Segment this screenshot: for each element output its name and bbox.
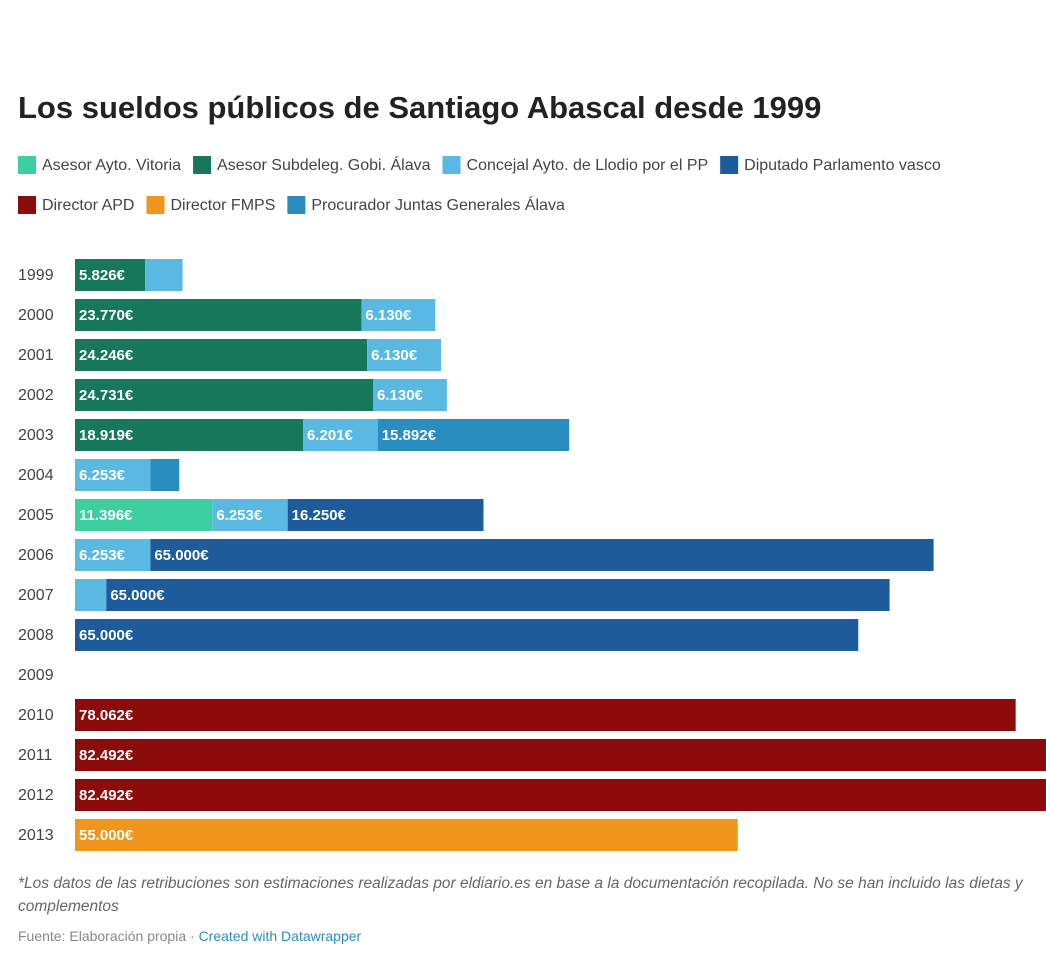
value-label: 65.000€ [154, 547, 209, 564]
bar-segment [373, 379, 447, 411]
value-label: 65.000€ [110, 587, 165, 604]
bar-segment [75, 499, 213, 531]
y-tick-label: 2007 [18, 587, 54, 604]
note: *Los datos de las retribuciones son esti… [18, 875, 1023, 915]
bar-segment [75, 699, 1016, 731]
y-tick-label: 2012 [18, 787, 54, 804]
bar-segment [75, 459, 151, 491]
value-label: 82.492€ [79, 787, 134, 804]
value-label: 6.201€ [307, 427, 354, 444]
value-label: 82.492€ [79, 747, 134, 764]
credit[interactable]: Created with Datawrapper [198, 928, 362, 944]
legend-swatch [442, 156, 461, 174]
bar-segment [287, 499, 484, 531]
bar-segment [75, 619, 859, 651]
value-label: 78.062€ [79, 707, 134, 724]
bar-segment [377, 419, 570, 451]
value-label: 16.250€ [292, 507, 347, 524]
y-tick-label: 2013 [18, 827, 54, 844]
y-tick-label: 2006 [18, 547, 54, 564]
value-label: 6.253€ [79, 547, 126, 564]
legend-label: Diputado Parlamento vasco [744, 157, 941, 174]
legend-swatch [18, 156, 36, 174]
bar-segment [75, 299, 362, 331]
bar-segment [367, 339, 442, 371]
y-tick-label: 2005 [18, 507, 54, 524]
value-label: 15.892€ [382, 427, 437, 444]
y-tick-label: 2003 [18, 427, 54, 444]
bar-segment [75, 379, 374, 411]
bar-segment [75, 539, 151, 571]
legend-label: Procurador Juntas Generales Álava [311, 195, 565, 214]
y-tick-label: 2000 [18, 307, 54, 324]
legend-swatch [193, 156, 212, 174]
legend-label: Concejal Ayto. de Llodio por el PP [467, 157, 709, 174]
value-label: 6.253€ [216, 507, 263, 524]
legend-swatch [18, 196, 36, 214]
y-tick-label: 2010 [18, 707, 54, 724]
chart-title: Los sueldos públicos de Santiago Abascal… [18, 90, 821, 125]
legend-swatch [146, 196, 165, 214]
y-tick-label: 2008 [18, 627, 54, 644]
y-tick-label: 2011 [18, 747, 53, 764]
legend-label: Asesor Subdeleg. Gobi. Álava [217, 155, 431, 174]
source: Fuente: Elaboración propia · [18, 928, 195, 944]
y-tick-label: 2002 [18, 387, 54, 404]
y-tick-label: 2004 [18, 467, 54, 484]
legend-swatch [287, 196, 306, 214]
value-label: 18.919€ [79, 427, 134, 444]
value-label: 24.731€ [79, 387, 134, 404]
value-label: 6.130€ [371, 347, 418, 364]
value-label: 6.130€ [365, 307, 412, 324]
source-line: Fuente: Elaboración propia · Created wit… [18, 928, 361, 944]
bar-segment [212, 499, 288, 531]
y-tick-label: 2009 [18, 667, 54, 684]
bar-segment [302, 419, 378, 451]
value-label: 11.396€ [79, 507, 133, 524]
value-label: 5.826€ [79, 267, 126, 284]
y-tick-label: 1999 [18, 267, 54, 284]
bar-segment [75, 419, 303, 451]
bar-segment [150, 459, 180, 491]
legend-label: Asesor Ayto. Vitoria [42, 157, 181, 174]
bar-segment [145, 259, 183, 291]
value-label: 24.246€ [79, 347, 134, 364]
value-label: 55.000€ [79, 827, 134, 844]
bar-segment [75, 579, 107, 611]
bar-segment [150, 539, 934, 571]
value-label: 6.253€ [79, 467, 126, 484]
bar-segment [75, 779, 1046, 811]
bar-segment [75, 259, 146, 291]
bar-segment [75, 819, 738, 851]
bar-segment [75, 739, 1046, 771]
bar-segment [361, 299, 436, 331]
bar-segment [106, 579, 890, 611]
legend-label: Director FMPS [170, 197, 275, 214]
value-label: 23.770€ [79, 307, 134, 324]
value-label: 6.130€ [377, 387, 424, 404]
y-tick-label: 2001 [18, 347, 54, 364]
value-label: 65.000€ [79, 627, 134, 644]
legend-label: Director APD [42, 197, 134, 214]
legend-swatch [720, 156, 739, 174]
bar-segment [75, 339, 368, 371]
